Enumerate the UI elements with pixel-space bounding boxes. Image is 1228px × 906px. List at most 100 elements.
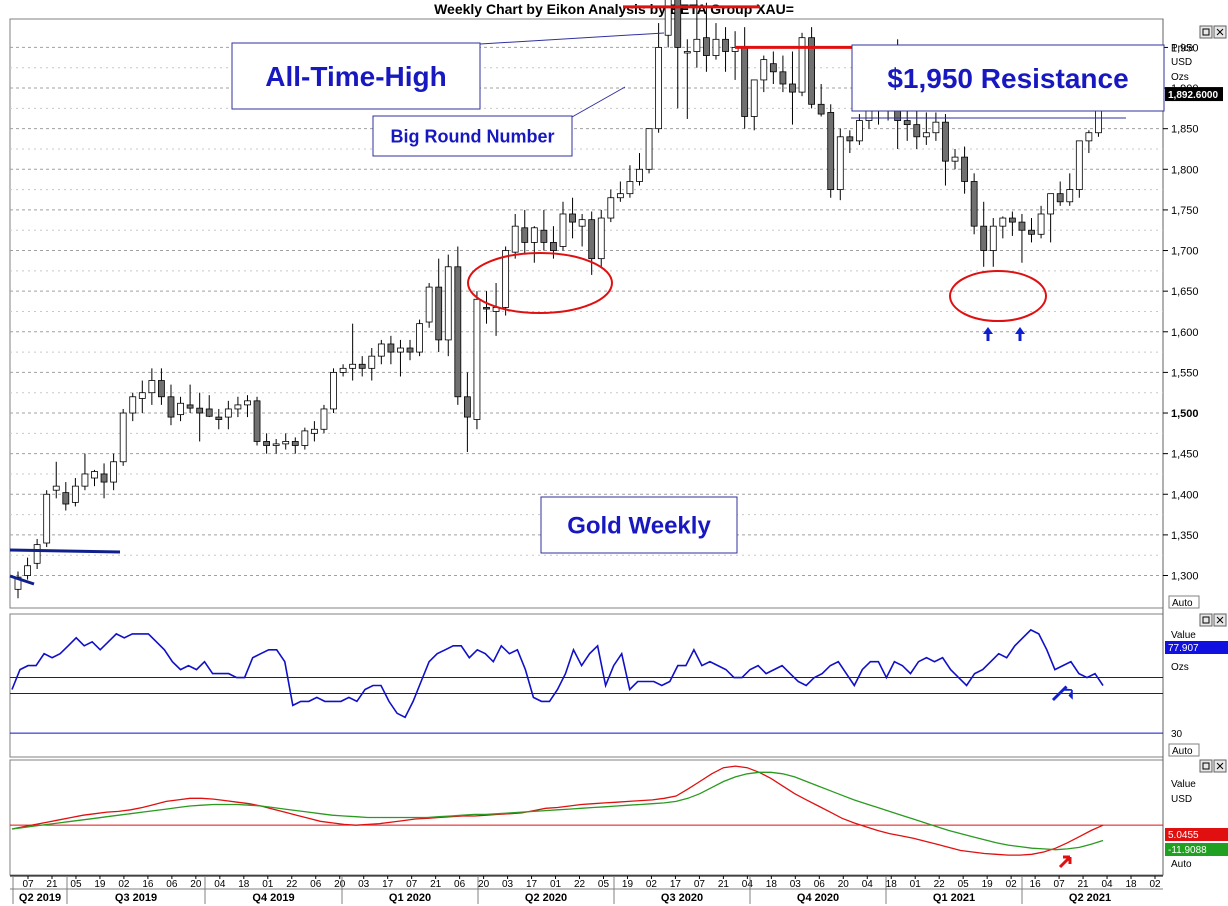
candle-body [750,79,758,117]
x-tick-label: 19 [622,879,634,890]
price-tick-label: 1,550 [1171,367,1199,379]
price-panel-restore-icon [1199,25,1213,39]
x-tick-label: 02 [1149,879,1161,890]
x-tick-label: 21 [430,879,442,890]
candle-body [980,225,988,251]
consolidation-ellipse [467,252,613,314]
macd-arrow-up-icon [1058,855,1072,869]
rsi-level-label: 30 [1171,729,1183,740]
candle-body [511,225,519,253]
candle-body [903,120,911,126]
candle-body [52,485,60,491]
candle-body [215,416,223,420]
x-tick-label: 16 [1030,879,1042,890]
candle-body [33,544,41,564]
round-number-annotation: Big Round Number [391,126,555,146]
price-last-value: 1,892.6000 [1168,90,1218,101]
candle-body [368,355,376,369]
candle-body [827,112,835,191]
candle-body [913,124,921,138]
candle-body [444,266,452,341]
x-tick-label: 17 [670,879,682,890]
candle-body [1028,229,1035,235]
signal-value-box [1165,843,1228,856]
candle-body [1056,193,1064,203]
ath-connector [479,32,665,45]
x-tick-label: 18 [886,879,898,890]
price-tick-label: 1,650 [1171,286,1199,298]
macd-axis-unit: Value [1171,779,1196,790]
rsi-series-line [11,628,1104,719]
x-tick-label: 04 [214,879,226,890]
macd-series-line [11,765,1104,856]
candle-body [473,298,481,420]
candle-body [196,407,204,414]
x-tick-label: 19 [94,879,106,890]
x-tick-label: 21 [46,879,58,890]
candle-body [722,38,729,52]
resistance-annotation: $1,950 Resistance [887,63,1128,94]
x-tick-label: 06 [814,879,826,890]
candle-body [263,441,270,446]
support-line-1 [9,548,121,554]
macd-value-box [1165,828,1228,841]
candle-body [674,0,682,48]
rsi-auto-button [1168,743,1200,757]
candle-body [311,428,318,434]
x-tick-label: 01 [910,879,922,890]
candle-body [626,181,634,195]
candle-body [24,565,31,576]
candle-body [320,408,328,430]
x-tick-label: 04 [742,879,754,890]
x-tick-label: 17 [382,879,394,890]
candle-body [483,307,490,310]
candle-body [760,59,768,81]
macd-axis-unit: USD [1171,794,1192,805]
candle-body [397,347,404,353]
gold-weekly-annotation-box [540,496,738,554]
candle-body [282,441,290,445]
candle-body [406,347,414,353]
price-tick-label: 1,850 [1171,124,1199,136]
x-tick-label: 22 [574,879,586,890]
candle-body [138,392,146,399]
x-tick-label: 06 [454,879,466,890]
candle-body [789,83,796,93]
candle-body [1085,132,1093,142]
x-tick-label: 20 [334,879,346,890]
price-tick-label: 1,500 [1171,408,1199,420]
candle-body [1008,217,1016,223]
x-tick-label: 07 [406,879,418,890]
candle-body [272,443,280,446]
candle-body [186,404,194,409]
candle-body [1047,193,1055,215]
x-tick-label: 05 [598,879,610,890]
x-tick-label: 01 [262,879,274,890]
candle-body [330,371,337,410]
candle-body [291,441,299,446]
candle-body [502,250,510,308]
price-tick-label: 1,450 [1171,449,1199,461]
candle-body [530,227,538,243]
price-auto-label: Auto [1172,598,1193,609]
candle-body [636,168,643,182]
candle-body [158,380,165,398]
x-tick-label: 04 [862,879,874,890]
candle-body [425,286,433,323]
candle-body [951,156,959,162]
x-tick-label: 20 [838,879,850,890]
price-tick-label: 1,950 [1171,42,1199,54]
candle-body [62,492,70,505]
candle-body [81,473,89,487]
candle-body [588,219,596,260]
x-tick-label: 03 [790,879,802,890]
double-bottom-ellipse [949,270,1047,322]
signal-value: -11.9088 [1168,845,1207,856]
candle-body [550,242,557,251]
candle-body [119,412,127,463]
price-axis-unit: USD [1171,57,1192,68]
candle-body [779,71,787,85]
quarter-label: Q1 2020 [389,892,431,904]
candle-body [607,197,615,219]
